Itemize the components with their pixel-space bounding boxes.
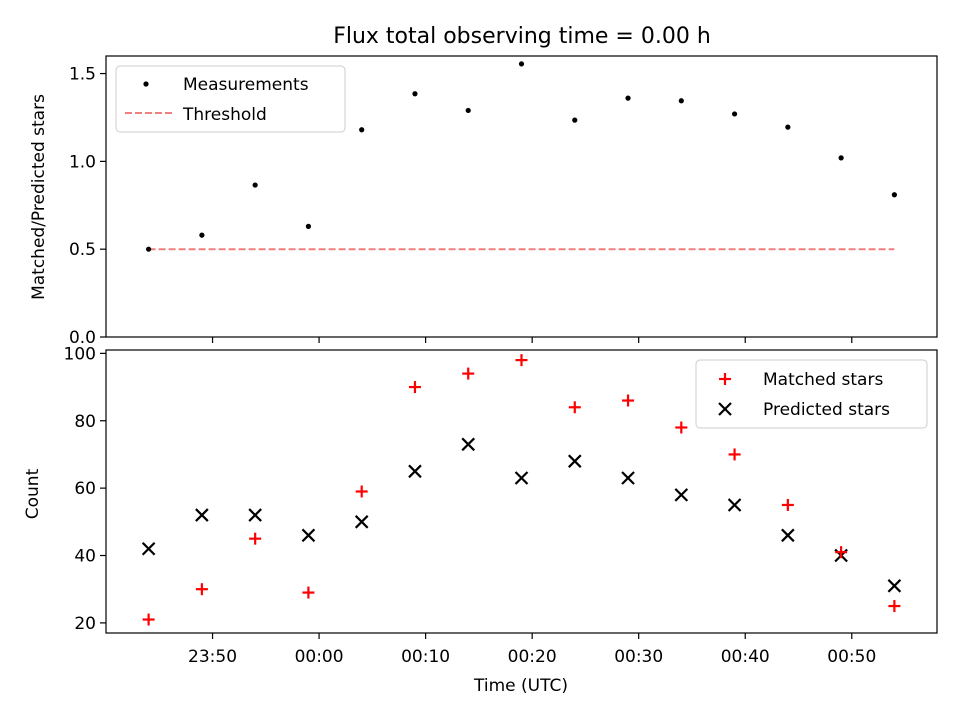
- bottom-legend-frame: [695, 359, 928, 429]
- top-y-axis-label: Matched/Predicted stars: [29, 94, 49, 300]
- top-axes-frame: [105, 55, 938, 338]
- bottom-axes-frame: [105, 349, 938, 634]
- measurement-point: [359, 127, 365, 133]
- measurement-point: [518, 61, 525, 67]
- predicted-star-point: [461, 437, 476, 452]
- measurement-point: [838, 155, 844, 161]
- measurement-point: [412, 91, 418, 97]
- predicted-star-point: [301, 528, 316, 543]
- matched-star-point: [408, 381, 421, 394]
- matched-star-point: [302, 586, 315, 599]
- matched-star-point: [249, 532, 262, 545]
- predicted-star-point: [248, 508, 262, 522]
- predicted-star-point: [354, 515, 369, 529]
- measurement-point: [731, 111, 738, 117]
- measurement-point: [785, 124, 791, 130]
- legend-marker-measurements: [143, 81, 149, 87]
- predicted-star-point: [514, 471, 529, 485]
- top-x-ticks: [211, 337, 853, 343]
- bottom-y-tick-label: 80: [74, 412, 96, 432]
- bottom-marks: [141, 354, 902, 626]
- top-legend-frame: [115, 65, 346, 133]
- matched-star-point: [462, 367, 475, 380]
- bottom-x-tick-label: 23:50: [188, 647, 237, 667]
- top-y-tick-label: 1.0: [69, 152, 96, 172]
- bottom-x-tick-label: 00:40: [721, 647, 770, 667]
- predicted-star-point: [781, 528, 795, 543]
- top-y-tick-label: 1.5: [69, 65, 96, 85]
- predicted-star-point: [674, 488, 689, 502]
- predicted-star-point: [567, 454, 582, 468]
- measurement-point: [465, 107, 471, 114]
- legend-label-measurements: Measurements: [183, 75, 309, 95]
- matched-star-point: [675, 421, 688, 434]
- matched-star-point: [835, 546, 848, 559]
- matched-star-point: [728, 448, 741, 461]
- legend-label-matched: Matched stars: [763, 370, 883, 390]
- matched-star-point: [568, 401, 581, 414]
- measurement-point: [305, 223, 312, 229]
- top-y-ticks: 0.0 0.5 1.0 1.5: [69, 65, 106, 348]
- bottom-y-ticks: 20 40 60 80 100: [64, 344, 106, 634]
- measurement-point: [199, 232, 205, 238]
- bottom-x-tick-label: 00:20: [508, 647, 557, 667]
- bottom-x-tick-label: 00:50: [827, 647, 876, 667]
- matched-star-point: [515, 354, 528, 367]
- measurement-point: [252, 182, 258, 188]
- bottom-panel: 20 40 60 80 100 23:50 00:00 00:10 00:20 00:30 00:…: [23, 344, 938, 696]
- matched-star-point: [622, 394, 635, 407]
- matched-star-point: [888, 600, 901, 613]
- x-axis-label: Time (UTC): [473, 676, 568, 696]
- measurement-point: [891, 192, 897, 198]
- measurement-point: [625, 95, 631, 101]
- legend-label-threshold: Threshold: [182, 105, 267, 125]
- top-panel: 0.0 0.5 1.0 1.5 Matched/Predicted stars Mea…: [29, 55, 938, 348]
- predicted-star-point: [195, 508, 209, 522]
- predicted-star-point: [887, 579, 902, 593]
- bottom-x-tick-label: 00:30: [614, 647, 663, 667]
- bottom-y-tick-label: 20: [74, 614, 96, 634]
- chart-title: Flux total observing time = 0.00 h: [333, 24, 711, 49]
- bottom-legend: Matched stars Predicted stars: [695, 359, 928, 429]
- legend-marker-predicted: [718, 402, 732, 416]
- measurement-point: [572, 117, 578, 123]
- bottom-y-tick-label: 60: [74, 479, 96, 499]
- measurement-point: [678, 98, 684, 104]
- bottom-x-ticks: 23:50 00:00 00:10 00:20 00:30 00:40 00:50: [188, 633, 876, 667]
- legend-label-predicted: Predicted stars: [763, 400, 890, 420]
- measurement-point: [146, 246, 152, 252]
- top-marks: [146, 61, 897, 252]
- legend-marker-matched: [719, 373, 731, 385]
- top-y-tick-label: 0.5: [69, 240, 96, 260]
- predicted-star-point: [141, 541, 156, 556]
- bottom-x-tick-label: 00:00: [295, 647, 344, 667]
- predicted-star-point: [727, 498, 742, 512]
- matched-star-point: [781, 498, 794, 511]
- top-y-tick-label: 0.0: [69, 328, 96, 348]
- predicted-star-point: [408, 464, 422, 479]
- predicted-star-point: [621, 471, 635, 485]
- bottom-y-axis-label: Count: [23, 468, 43, 519]
- matched-star-point: [142, 613, 155, 626]
- bottom-y-tick-label: 100: [64, 344, 96, 364]
- bottom-y-tick-label: 40: [74, 547, 96, 567]
- bottom-x-tick-label: 00:10: [401, 647, 450, 667]
- matched-star-point: [195, 583, 208, 596]
- top-legend: Measurements Threshold: [115, 65, 346, 133]
- matched-star-point: [355, 485, 368, 498]
